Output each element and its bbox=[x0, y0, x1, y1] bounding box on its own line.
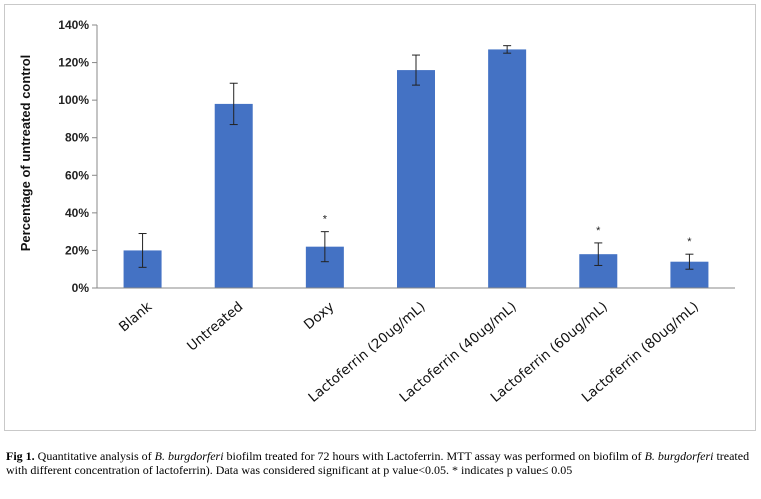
caption-text-2: biofilm treated for 72 hours with Lactof… bbox=[223, 449, 645, 463]
y-axis-ticks: 0% 20% 40% 60% 80% 100% 120% 140% bbox=[58, 18, 97, 295]
y-tick-label: 140% bbox=[58, 18, 89, 32]
caption-species-1: B. burgdorferi bbox=[154, 449, 224, 463]
caption-text-3: treated with different concentration of … bbox=[6, 449, 750, 477]
significance-mark: * bbox=[596, 225, 601, 237]
chart-frame: 0% 20% 40% 60% 80% 100% 120% 140% * * * Blank Untr… bbox=[4, 4, 756, 431]
category-label: Untreated bbox=[184, 299, 246, 355]
bars bbox=[123, 49, 709, 289]
y-tick-label: 120% bbox=[58, 56, 89, 70]
bar-chart: 0% 20% 40% 60% 80% 100% 120% 140% * * * Blank Untr… bbox=[18, 18, 735, 406]
significance-mark: * bbox=[687, 236, 692, 248]
caption-text-1: Quantitative analysis of bbox=[34, 449, 155, 463]
error-bars bbox=[138, 45, 694, 270]
bar bbox=[397, 70, 435, 288]
category-label: Doxy bbox=[301, 299, 338, 333]
figure-caption: Fig 1. Quantitative analysis of B. burgd… bbox=[6, 449, 754, 477]
y-tick-label: 20% bbox=[65, 243, 89, 257]
y-tick-label: 40% bbox=[65, 206, 89, 220]
category-label: Blank bbox=[116, 299, 155, 336]
y-tick-label: 0% bbox=[72, 281, 90, 295]
significance-marks: * * * bbox=[323, 214, 693, 249]
caption-species-2: B. burgdorferi bbox=[644, 449, 714, 463]
bar bbox=[214, 103, 253, 289]
y-axis-title: Percentage of untreated control bbox=[18, 55, 33, 251]
y-tick-label: 60% bbox=[65, 168, 89, 182]
bar bbox=[488, 49, 527, 288]
significance-mark: * bbox=[323, 214, 328, 226]
y-tick-label: 100% bbox=[58, 93, 89, 107]
y-tick-label: 80% bbox=[65, 131, 89, 145]
caption-label: Fig 1. bbox=[6, 449, 35, 463]
